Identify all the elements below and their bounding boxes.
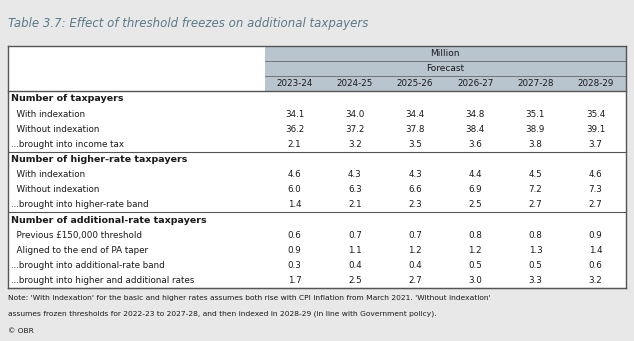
Text: 0.4: 0.4 <box>408 261 422 270</box>
Text: 2.1: 2.1 <box>348 201 361 209</box>
Text: 2024-25: 2024-25 <box>337 79 373 88</box>
Text: 4.3: 4.3 <box>408 170 422 179</box>
Text: 35.1: 35.1 <box>526 110 545 119</box>
Text: Number of higher-rate taxpayers: Number of higher-rate taxpayers <box>11 155 187 164</box>
Text: 39.1: 39.1 <box>586 125 605 134</box>
Text: 1.1: 1.1 <box>348 246 361 255</box>
Text: 7.3: 7.3 <box>589 186 602 194</box>
Text: 34.8: 34.8 <box>465 110 485 119</box>
Text: 1.7: 1.7 <box>288 276 302 285</box>
Text: 6.6: 6.6 <box>408 186 422 194</box>
Text: Note: 'With indexation' for the basic and higher rates assumes both rise with CP: Note: 'With indexation' for the basic an… <box>8 295 491 301</box>
Text: 2.1: 2.1 <box>288 140 301 149</box>
Text: 0.6: 0.6 <box>288 231 302 240</box>
Text: 0.4: 0.4 <box>348 261 362 270</box>
Text: 0.6: 0.6 <box>589 261 602 270</box>
Text: 3.3: 3.3 <box>529 276 542 285</box>
Text: Without indexation: Without indexation <box>11 125 99 134</box>
Text: 3.8: 3.8 <box>529 140 542 149</box>
Text: 2026-27: 2026-27 <box>457 79 493 88</box>
Text: 6.0: 6.0 <box>288 186 302 194</box>
Text: 2.7: 2.7 <box>529 201 542 209</box>
Text: 34.0: 34.0 <box>345 110 365 119</box>
Text: 7.2: 7.2 <box>529 186 542 194</box>
Text: ...brought into additional-rate band: ...brought into additional-rate band <box>11 261 165 270</box>
Text: 2.7: 2.7 <box>408 276 422 285</box>
Text: 2025-26: 2025-26 <box>397 79 433 88</box>
Text: Number of taxpayers: Number of taxpayers <box>11 94 123 103</box>
Text: 3.2: 3.2 <box>348 140 362 149</box>
Text: © OBR: © OBR <box>8 328 34 334</box>
Text: 0.9: 0.9 <box>589 231 602 240</box>
Text: ...brought into income tax: ...brought into income tax <box>11 140 124 149</box>
Text: 2028-29: 2028-29 <box>578 79 614 88</box>
Text: 34.1: 34.1 <box>285 110 304 119</box>
Text: 0.5: 0.5 <box>529 261 542 270</box>
Text: 1.4: 1.4 <box>288 201 301 209</box>
Text: 37.8: 37.8 <box>405 125 425 134</box>
Text: 2027-28: 2027-28 <box>517 79 553 88</box>
Text: 0.8: 0.8 <box>529 231 542 240</box>
Text: 2.5: 2.5 <box>348 276 362 285</box>
Text: 4.6: 4.6 <box>589 170 602 179</box>
Text: 4.6: 4.6 <box>288 170 301 179</box>
Text: Aligned to the end of PA taper: Aligned to the end of PA taper <box>11 246 148 255</box>
Text: 1.2: 1.2 <box>469 246 482 255</box>
Text: 3.2: 3.2 <box>589 276 602 285</box>
Text: With indexation: With indexation <box>11 110 85 119</box>
Text: Forecast: Forecast <box>426 64 464 73</box>
Text: ...brought into higher and additional rates: ...brought into higher and additional ra… <box>11 276 194 285</box>
Text: 3.5: 3.5 <box>408 140 422 149</box>
Text: 0.7: 0.7 <box>348 231 362 240</box>
Text: 4.4: 4.4 <box>469 170 482 179</box>
Text: 2.5: 2.5 <box>469 201 482 209</box>
Text: 3.0: 3.0 <box>469 276 482 285</box>
Text: With indexation: With indexation <box>11 170 85 179</box>
Text: Million: Million <box>430 49 460 58</box>
Text: 34.4: 34.4 <box>405 110 425 119</box>
Text: 4.3: 4.3 <box>348 170 362 179</box>
Text: Without indexation: Without indexation <box>11 186 99 194</box>
Text: Previous £150,000 threshold: Previous £150,000 threshold <box>11 231 142 240</box>
Text: 2.3: 2.3 <box>408 201 422 209</box>
Text: 38.4: 38.4 <box>465 125 485 134</box>
Text: assumes frozen thresholds for 2022-23 to 2027-28, and then indexed in 2028-29 (i: assumes frozen thresholds for 2022-23 to… <box>8 310 437 317</box>
Text: 0.5: 0.5 <box>469 261 482 270</box>
Text: 36.2: 36.2 <box>285 125 304 134</box>
Text: 35.4: 35.4 <box>586 110 605 119</box>
Text: 6.3: 6.3 <box>348 186 362 194</box>
Text: 38.9: 38.9 <box>526 125 545 134</box>
Text: 3.6: 3.6 <box>469 140 482 149</box>
Text: 0.9: 0.9 <box>288 246 302 255</box>
Text: Table 3.7: Effect of threshold freezes on additional taxpayers: Table 3.7: Effect of threshold freezes o… <box>8 17 368 30</box>
Text: 1.3: 1.3 <box>529 246 542 255</box>
Text: ...brought into higher-rate band: ...brought into higher-rate band <box>11 201 148 209</box>
Text: 1.4: 1.4 <box>589 246 602 255</box>
Text: 0.3: 0.3 <box>288 261 302 270</box>
Text: 2.7: 2.7 <box>589 201 602 209</box>
Text: 2023-24: 2023-24 <box>276 79 313 88</box>
Text: 4.5: 4.5 <box>529 170 542 179</box>
Text: 0.8: 0.8 <box>469 231 482 240</box>
Text: 1.2: 1.2 <box>408 246 422 255</box>
Text: 3.7: 3.7 <box>589 140 602 149</box>
Text: Number of additional-rate taxpayers: Number of additional-rate taxpayers <box>11 216 207 225</box>
Text: 37.2: 37.2 <box>345 125 365 134</box>
Text: 0.7: 0.7 <box>408 231 422 240</box>
Text: 6.9: 6.9 <box>469 186 482 194</box>
